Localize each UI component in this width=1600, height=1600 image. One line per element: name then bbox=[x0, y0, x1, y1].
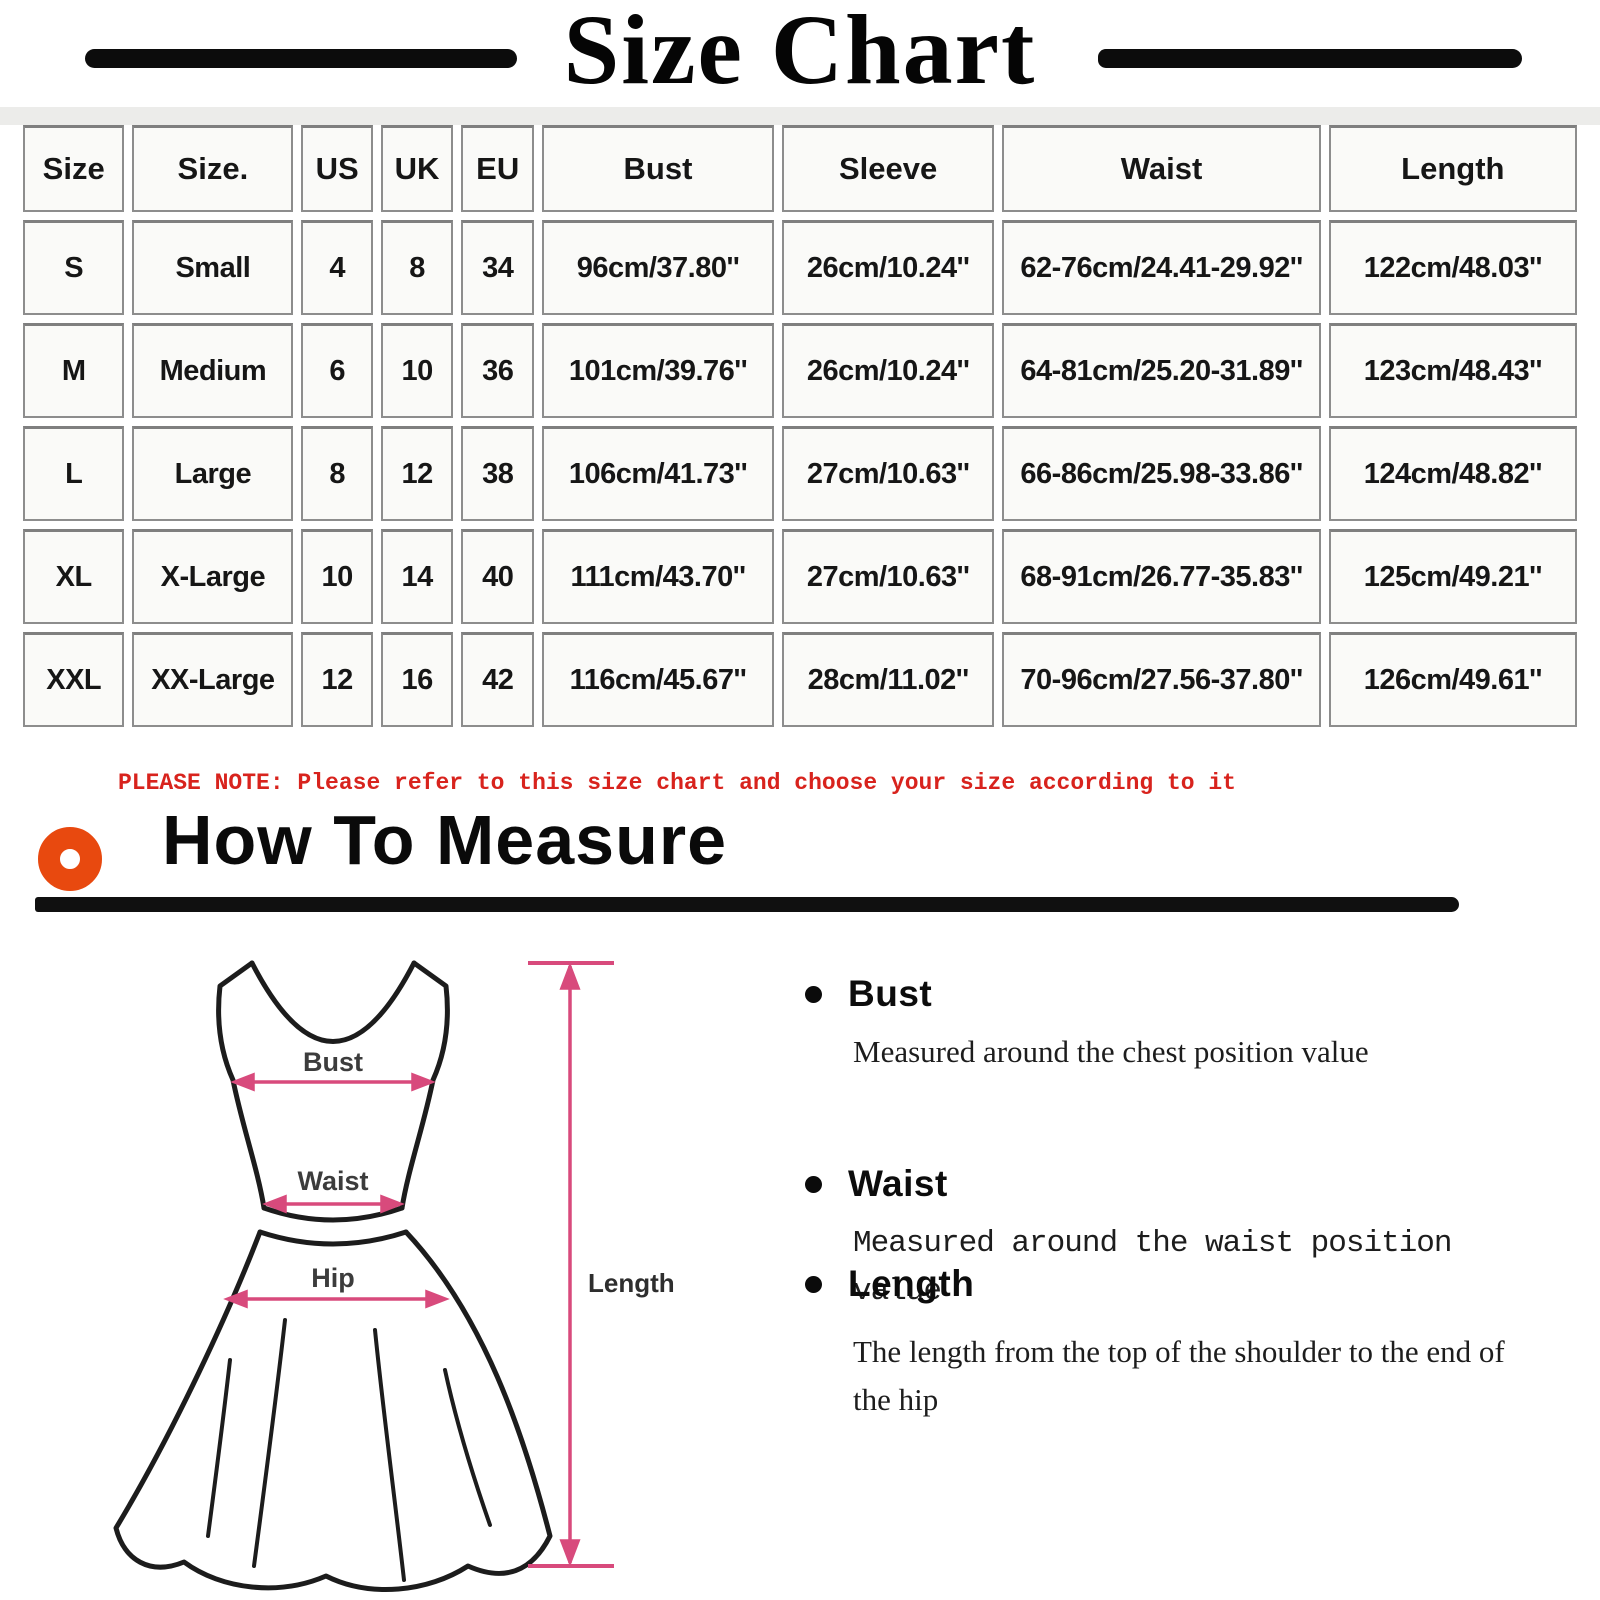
table-cell: 64-81cm/25.20-31.89'' bbox=[1002, 323, 1321, 418]
table-cell: 6 bbox=[301, 323, 373, 418]
title-divider-left bbox=[85, 49, 517, 68]
table-cell: 12 bbox=[380, 426, 454, 521]
column-header: Size bbox=[23, 125, 125, 212]
table-cell: 126cm/49.61'' bbox=[1328, 632, 1577, 727]
table-cell: 68-91cm/26.77-35.83'' bbox=[1002, 529, 1321, 624]
measure-item-head: Bust bbox=[790, 972, 1550, 1016]
bullet-icon bbox=[805, 1275, 822, 1293]
length-diagram-label: Length bbox=[588, 1268, 675, 1298]
table-cell: 27cm/10.63'' bbox=[781, 426, 995, 521]
diagram-labels: Bust Waist Hip Length bbox=[297, 1047, 674, 1298]
table-cell: XL bbox=[23, 529, 125, 624]
table-cell: 34 bbox=[461, 220, 535, 315]
measure-item-description: The length from the top of the shoulder … bbox=[853, 1334, 1505, 1417]
table-cell: 10 bbox=[380, 323, 454, 418]
table-cell: 66-86cm/25.98-33.86'' bbox=[1002, 426, 1321, 521]
measure-item-description: Measured around the waist position value bbox=[853, 1226, 1453, 1309]
table-cell: 26cm/10.24'' bbox=[781, 323, 995, 418]
table-cell: M bbox=[23, 323, 125, 418]
table-cell: 36 bbox=[461, 323, 535, 418]
bullet-icon bbox=[805, 1175, 822, 1193]
table-cell: 124cm/48.82'' bbox=[1328, 426, 1577, 521]
column-header: Size. bbox=[132, 125, 294, 212]
table-cell: S bbox=[23, 220, 125, 315]
table-cell: Large bbox=[132, 426, 294, 521]
table-cell: Medium bbox=[132, 323, 294, 418]
table-cell: XXL bbox=[23, 632, 125, 727]
table-cell: 62-76cm/24.41-29.92'' bbox=[1002, 220, 1321, 315]
table-cell: 28cm/11.02'' bbox=[781, 632, 995, 727]
measure-item-waist: Waist Measured around the waist position… bbox=[790, 1162, 1550, 1316]
measure-item-label: Waist bbox=[848, 1163, 948, 1204]
measure-item-bust: Bust Measured around the chest position … bbox=[790, 972, 1550, 1076]
waist-diagram-label: Waist bbox=[297, 1166, 368, 1196]
measure-item-head: Length bbox=[790, 1262, 1550, 1306]
table-cell: XX-Large bbox=[132, 632, 294, 727]
table-cell: 111cm/43.70'' bbox=[542, 529, 774, 624]
measure-item-label: Length bbox=[848, 1263, 975, 1304]
measure-item-label: Bust bbox=[848, 973, 933, 1014]
measure-item-description: Measured around the chest position value bbox=[853, 1034, 1369, 1069]
table-cell: L bbox=[23, 426, 125, 521]
table-cell: 40 bbox=[461, 529, 535, 624]
column-header: UK bbox=[380, 125, 454, 212]
table-cell: 26cm/10.24'' bbox=[781, 220, 995, 315]
table-cell: 14 bbox=[380, 529, 454, 624]
dress-diagram-svg: Bust Waist Hip Length bbox=[113, 960, 675, 1592]
hip-diagram-label: Hip bbox=[311, 1263, 355, 1293]
table-cell: 16 bbox=[380, 632, 454, 727]
table-cell: X-Large bbox=[132, 529, 294, 624]
size-chart-table-head: Size Size. US UK EU Bust Sleeve Waist Length bbox=[23, 125, 1577, 212]
table-cell: 10 bbox=[301, 529, 373, 624]
table-row: M Medium 6 10 36 101cm/39.76'' 26cm/10.24'' 64-… bbox=[23, 323, 1577, 418]
table-cell: 8 bbox=[380, 220, 454, 315]
table-cell: 4 bbox=[301, 220, 373, 315]
measurement-arrows bbox=[223, 961, 614, 1568]
page-title: Size Chart bbox=[563, 0, 1037, 105]
table-cell: 27cm/10.63'' bbox=[781, 529, 995, 624]
column-header: Bust bbox=[542, 125, 774, 212]
dress-measurement-diagram: Bust Waist Hip Length bbox=[80, 930, 700, 1600]
size-chart-table: Size Size. US UK EU Bust Sleeve Waist Length S Sm… bbox=[15, 117, 1585, 735]
column-header: Length bbox=[1328, 125, 1577, 212]
header-row: Size Size. US UK EU Bust Sleeve Waist Length bbox=[23, 125, 1577, 212]
measure-item-length: Length The length from the top of the sh… bbox=[790, 1262, 1550, 1424]
title-section: Size Chart bbox=[0, 0, 1600, 115]
table-row: L Large 8 12 38 106cm/41.73'' 27cm/10.63'' 66-8… bbox=[23, 426, 1577, 521]
table-cell: 101cm/39.76'' bbox=[542, 323, 774, 418]
size-chart-table-body: S Small 4 8 34 96cm/37.80'' 26cm/10.24'' 62-76c… bbox=[23, 220, 1577, 727]
measure-item-head: Waist bbox=[790, 1162, 1550, 1206]
table-cell: 123cm/48.43'' bbox=[1328, 323, 1577, 418]
table-cell: 106cm/41.73'' bbox=[542, 426, 774, 521]
table-cell: 70-96cm/27.56-37.80'' bbox=[1002, 632, 1321, 727]
size-note: PLEASE NOTE: Please refer to this size c… bbox=[118, 770, 1236, 796]
table-cell: 12 bbox=[301, 632, 373, 727]
table-cell: 116cm/45.67'' bbox=[542, 632, 774, 727]
how-to-measure-heading: How To Measure bbox=[162, 801, 728, 879]
table-row: XL X-Large 10 14 40 111cm/43.70'' 27cm/10.63''… bbox=[23, 529, 1577, 624]
table-cell: Small bbox=[132, 220, 294, 315]
table-cell: 125cm/49.21'' bbox=[1328, 529, 1577, 624]
column-header: Waist bbox=[1002, 125, 1321, 212]
bullet-icon bbox=[805, 985, 822, 1003]
heading-underline bbox=[35, 897, 1459, 912]
table-cell: 38 bbox=[461, 426, 535, 521]
table-cell: 8 bbox=[301, 426, 373, 521]
table-cell: 96cm/37.80'' bbox=[542, 220, 774, 315]
dress-outline bbox=[113, 960, 553, 1592]
title-divider-right bbox=[1098, 49, 1522, 68]
column-header: Sleeve bbox=[781, 125, 995, 212]
column-header: US bbox=[301, 125, 373, 212]
table-row: S Small 4 8 34 96cm/37.80'' 26cm/10.24'' 62-76c… bbox=[23, 220, 1577, 315]
column-header: EU bbox=[461, 125, 535, 212]
table-top-band bbox=[0, 107, 1600, 125]
ring-icon bbox=[38, 827, 102, 891]
table-cell: 42 bbox=[461, 632, 535, 727]
bust-diagram-label: Bust bbox=[303, 1047, 363, 1077]
table-cell: 122cm/48.03'' bbox=[1328, 220, 1577, 315]
table-row: XXL XX-Large 12 16 42 116cm/45.67'' 28cm/11.02… bbox=[23, 632, 1577, 727]
